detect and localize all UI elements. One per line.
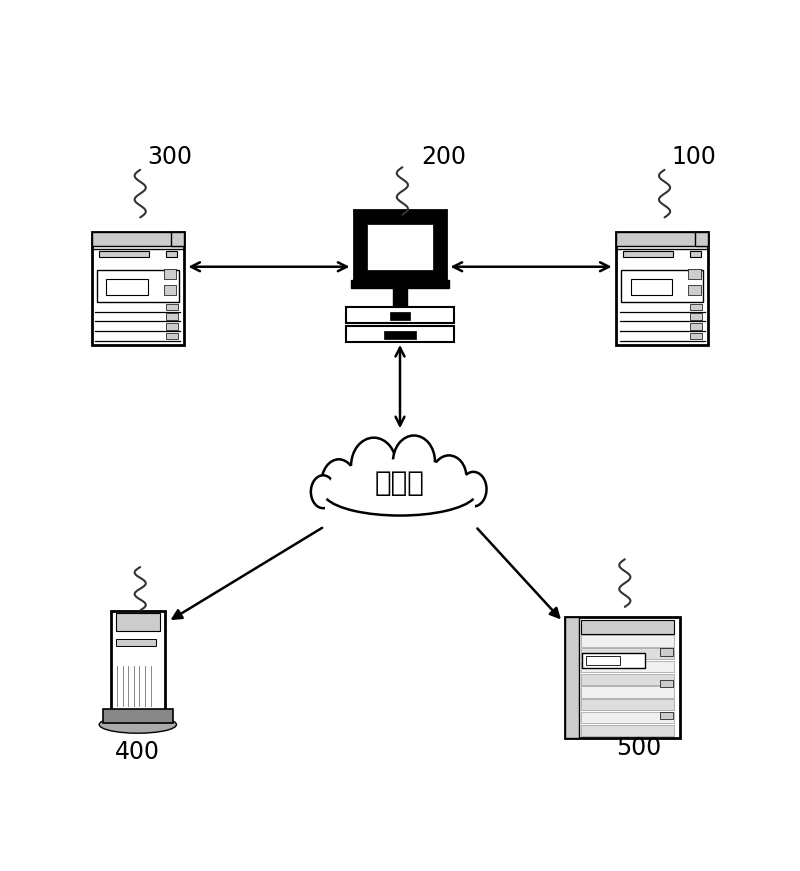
FancyBboxPatch shape [115, 639, 156, 646]
FancyBboxPatch shape [361, 218, 439, 277]
FancyBboxPatch shape [586, 656, 620, 665]
FancyBboxPatch shape [166, 303, 178, 310]
Text: 局域网: 局域网 [375, 469, 425, 497]
Text: 500: 500 [616, 736, 661, 760]
FancyBboxPatch shape [660, 648, 673, 656]
FancyBboxPatch shape [166, 333, 178, 340]
FancyBboxPatch shape [565, 618, 680, 739]
FancyBboxPatch shape [393, 284, 407, 306]
FancyBboxPatch shape [384, 331, 416, 340]
Ellipse shape [322, 466, 478, 517]
Ellipse shape [393, 436, 435, 488]
FancyBboxPatch shape [351, 280, 449, 288]
FancyBboxPatch shape [581, 712, 674, 723]
FancyBboxPatch shape [581, 623, 674, 634]
FancyBboxPatch shape [581, 686, 674, 698]
Text: 100: 100 [671, 145, 716, 169]
FancyBboxPatch shape [690, 333, 702, 340]
FancyBboxPatch shape [660, 712, 673, 719]
FancyBboxPatch shape [166, 323, 178, 329]
FancyBboxPatch shape [695, 232, 708, 246]
FancyBboxPatch shape [581, 673, 674, 685]
Ellipse shape [311, 476, 335, 508]
FancyBboxPatch shape [367, 225, 433, 270]
FancyBboxPatch shape [325, 483, 475, 522]
FancyBboxPatch shape [581, 635, 674, 646]
FancyBboxPatch shape [688, 285, 701, 295]
Ellipse shape [330, 459, 470, 507]
FancyBboxPatch shape [622, 270, 703, 302]
FancyBboxPatch shape [581, 620, 674, 634]
FancyBboxPatch shape [98, 251, 149, 257]
FancyBboxPatch shape [690, 314, 702, 320]
Ellipse shape [351, 437, 397, 494]
FancyBboxPatch shape [346, 307, 454, 323]
Ellipse shape [99, 716, 177, 733]
FancyBboxPatch shape [111, 611, 165, 711]
FancyBboxPatch shape [617, 232, 708, 246]
FancyBboxPatch shape [690, 251, 702, 257]
FancyBboxPatch shape [565, 618, 578, 739]
Ellipse shape [431, 456, 466, 499]
FancyBboxPatch shape [690, 323, 702, 329]
FancyBboxPatch shape [581, 699, 674, 711]
FancyBboxPatch shape [115, 613, 160, 631]
FancyBboxPatch shape [617, 232, 708, 345]
FancyBboxPatch shape [688, 269, 701, 280]
FancyBboxPatch shape [581, 648, 674, 659]
FancyBboxPatch shape [582, 653, 646, 668]
Text: 400: 400 [115, 740, 160, 765]
FancyBboxPatch shape [97, 270, 178, 302]
FancyBboxPatch shape [354, 211, 446, 284]
FancyBboxPatch shape [660, 679, 673, 687]
FancyBboxPatch shape [166, 251, 177, 257]
FancyBboxPatch shape [630, 279, 672, 295]
FancyBboxPatch shape [102, 709, 173, 723]
FancyBboxPatch shape [346, 327, 454, 342]
FancyBboxPatch shape [323, 484, 477, 520]
FancyBboxPatch shape [390, 312, 410, 321]
Ellipse shape [322, 459, 356, 507]
Ellipse shape [460, 472, 486, 506]
FancyBboxPatch shape [171, 232, 183, 246]
Text: 200: 200 [421, 145, 466, 169]
FancyBboxPatch shape [164, 285, 176, 295]
FancyBboxPatch shape [581, 725, 674, 736]
FancyBboxPatch shape [581, 661, 674, 672]
FancyBboxPatch shape [690, 303, 702, 310]
FancyBboxPatch shape [164, 269, 176, 280]
FancyBboxPatch shape [166, 314, 178, 320]
FancyBboxPatch shape [92, 232, 183, 345]
FancyBboxPatch shape [92, 232, 183, 246]
FancyBboxPatch shape [106, 279, 147, 295]
FancyBboxPatch shape [623, 251, 673, 257]
Text: 300: 300 [147, 145, 192, 169]
